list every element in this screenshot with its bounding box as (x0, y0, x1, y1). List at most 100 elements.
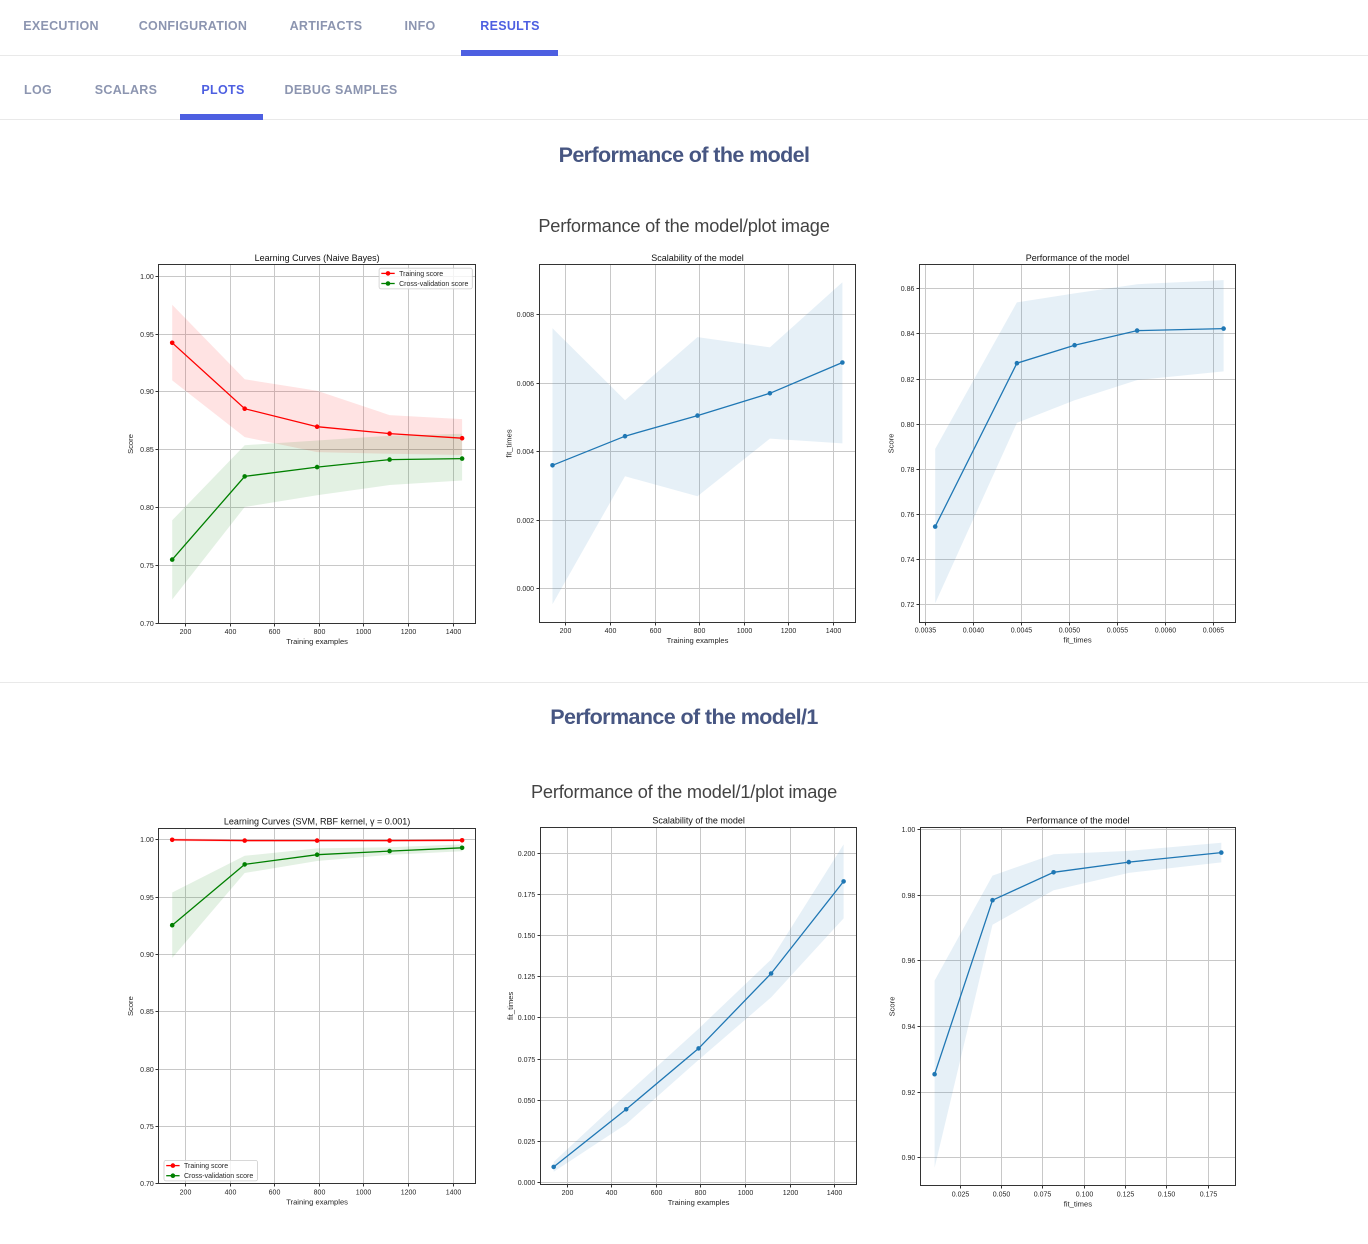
svg-text:400: 400 (606, 1190, 618, 1197)
svg-text:0.0035: 0.0035 (915, 628, 937, 635)
svg-text:1400: 1400 (446, 1190, 462, 1197)
svg-text:600: 600 (269, 1190, 281, 1197)
svg-text:0.050: 0.050 (993, 1191, 1011, 1198)
svg-text:0.000: 0.000 (518, 1180, 536, 1187)
svg-text:400: 400 (225, 629, 237, 636)
svg-text:1400: 1400 (827, 1190, 843, 1197)
svg-text:1.00: 1.00 (140, 837, 154, 844)
svg-text:Score: Score (126, 434, 135, 454)
svg-text:200: 200 (560, 628, 572, 635)
svg-text:400: 400 (225, 1190, 237, 1197)
svg-text:Training examples: Training examples (667, 636, 729, 645)
svg-text:0.75: 0.75 (140, 1124, 154, 1131)
svg-text:0.70: 0.70 (140, 621, 154, 628)
svg-text:Cross-validation score: Cross-validation score (399, 281, 468, 288)
svg-text:fit_times: fit_times (505, 429, 514, 457)
svg-text:Scalability of the model: Scalability of the model (652, 816, 745, 826)
svg-text:0.002: 0.002 (517, 518, 535, 525)
svg-text:0.175: 0.175 (1200, 1191, 1218, 1198)
svg-text:0.150: 0.150 (1158, 1191, 1176, 1198)
svg-text:0.050: 0.050 (518, 1098, 536, 1105)
svg-text:800: 800 (314, 629, 326, 636)
svg-text:0.90: 0.90 (902, 1155, 916, 1162)
svg-text:0.025: 0.025 (518, 1139, 536, 1146)
svg-text:0.70: 0.70 (140, 1181, 154, 1188)
svg-text:0.80: 0.80 (901, 422, 915, 429)
svg-text:0.90: 0.90 (140, 952, 154, 959)
svg-text:0.0055: 0.0055 (1107, 628, 1129, 635)
svg-text:1200: 1200 (781, 628, 797, 635)
svg-text:0.85: 0.85 (140, 1009, 154, 1016)
svg-text:0.200: 0.200 (518, 851, 536, 858)
svg-text:1.00: 1.00 (902, 827, 916, 834)
svg-text:1400: 1400 (446, 629, 462, 636)
svg-text:0.95: 0.95 (140, 332, 154, 339)
svg-text:Training examples: Training examples (286, 637, 348, 646)
svg-text:400: 400 (605, 628, 617, 635)
svg-text:0.94: 0.94 (902, 1024, 916, 1031)
svg-text:0.100: 0.100 (518, 1015, 536, 1022)
svg-text:0.82: 0.82 (901, 377, 915, 384)
svg-text:0.0065: 0.0065 (1203, 628, 1225, 635)
svg-text:800: 800 (695, 1190, 707, 1197)
svg-text:Cross-validation score: Cross-validation score (184, 1173, 253, 1180)
svg-text:0.0045: 0.0045 (1011, 628, 1033, 635)
svg-text:0.95: 0.95 (140, 895, 154, 902)
svg-text:1200: 1200 (401, 1190, 417, 1197)
svg-text:0.72: 0.72 (901, 602, 915, 609)
svg-text:0.92: 0.92 (902, 1090, 916, 1097)
svg-text:0.075: 0.075 (1034, 1191, 1052, 1198)
svg-text:0.0040: 0.0040 (963, 628, 985, 635)
svg-text:0.80: 0.80 (140, 505, 154, 512)
svg-text:Score: Score (886, 433, 895, 453)
svg-text:1000: 1000 (737, 628, 753, 635)
svg-text:Learning Curves (SVM, RBF kern: Learning Curves (SVM, RBF kernel, γ = 0.… (224, 816, 410, 826)
svg-text:200: 200 (180, 629, 192, 636)
svg-text:1000: 1000 (356, 629, 372, 636)
svg-text:600: 600 (269, 629, 281, 636)
svg-text:1000: 1000 (356, 1190, 372, 1197)
svg-text:Score: Score (887, 997, 896, 1017)
svg-text:0.75: 0.75 (140, 563, 154, 570)
svg-text:0.90: 0.90 (140, 389, 154, 396)
svg-text:Performance of the model: Performance of the model (1026, 815, 1130, 825)
svg-text:Learning Curves (Naive Bayes): Learning Curves (Naive Bayes) (255, 253, 380, 263)
svg-text:0.80: 0.80 (140, 1067, 154, 1074)
svg-text:200: 200 (180, 1190, 192, 1197)
svg-text:0.100: 0.100 (1076, 1191, 1094, 1198)
svg-text:1000: 1000 (738, 1190, 754, 1197)
svg-text:0.84: 0.84 (901, 331, 915, 338)
svg-text:0.075: 0.075 (518, 1057, 536, 1064)
svg-text:800: 800 (694, 628, 706, 635)
svg-text:0.150: 0.150 (518, 933, 536, 940)
svg-text:0.125: 0.125 (518, 974, 536, 981)
svg-text:0.004: 0.004 (517, 449, 535, 456)
svg-text:Score: Score (126, 996, 135, 1016)
svg-text:0.76: 0.76 (901, 512, 915, 519)
svg-text:0.125: 0.125 (1117, 1191, 1135, 1198)
svg-text:Performance of the model: Performance of the model (1026, 253, 1130, 263)
svg-text:0.85: 0.85 (140, 447, 154, 454)
svg-text:800: 800 (314, 1190, 326, 1197)
svg-text:0.006: 0.006 (517, 381, 535, 388)
svg-text:0.78: 0.78 (901, 467, 915, 474)
svg-text:0.86: 0.86 (901, 286, 915, 293)
svg-text:1200: 1200 (401, 629, 417, 636)
svg-text:1200: 1200 (783, 1190, 799, 1197)
svg-text:1.00: 1.00 (140, 274, 154, 281)
svg-text:0.175: 0.175 (518, 892, 536, 899)
svg-text:fit_times: fit_times (506, 992, 515, 1020)
svg-text:0.008: 0.008 (517, 312, 535, 319)
svg-text:0.025: 0.025 (952, 1191, 970, 1198)
svg-text:fit_times: fit_times (1063, 636, 1091, 645)
svg-text:600: 600 (650, 628, 662, 635)
svg-text:0.98: 0.98 (902, 893, 916, 900)
svg-text:1400: 1400 (826, 628, 842, 635)
svg-text:Scalability of the model: Scalability of the model (651, 253, 744, 263)
svg-text:Training score: Training score (399, 271, 443, 278)
svg-text:Training examples: Training examples (286, 1198, 348, 1207)
svg-text:0.74: 0.74 (901, 557, 915, 564)
svg-text:0.0060: 0.0060 (1155, 628, 1177, 635)
svg-text:Training score: Training score (184, 1163, 228, 1170)
svg-text:0.000: 0.000 (517, 586, 535, 593)
